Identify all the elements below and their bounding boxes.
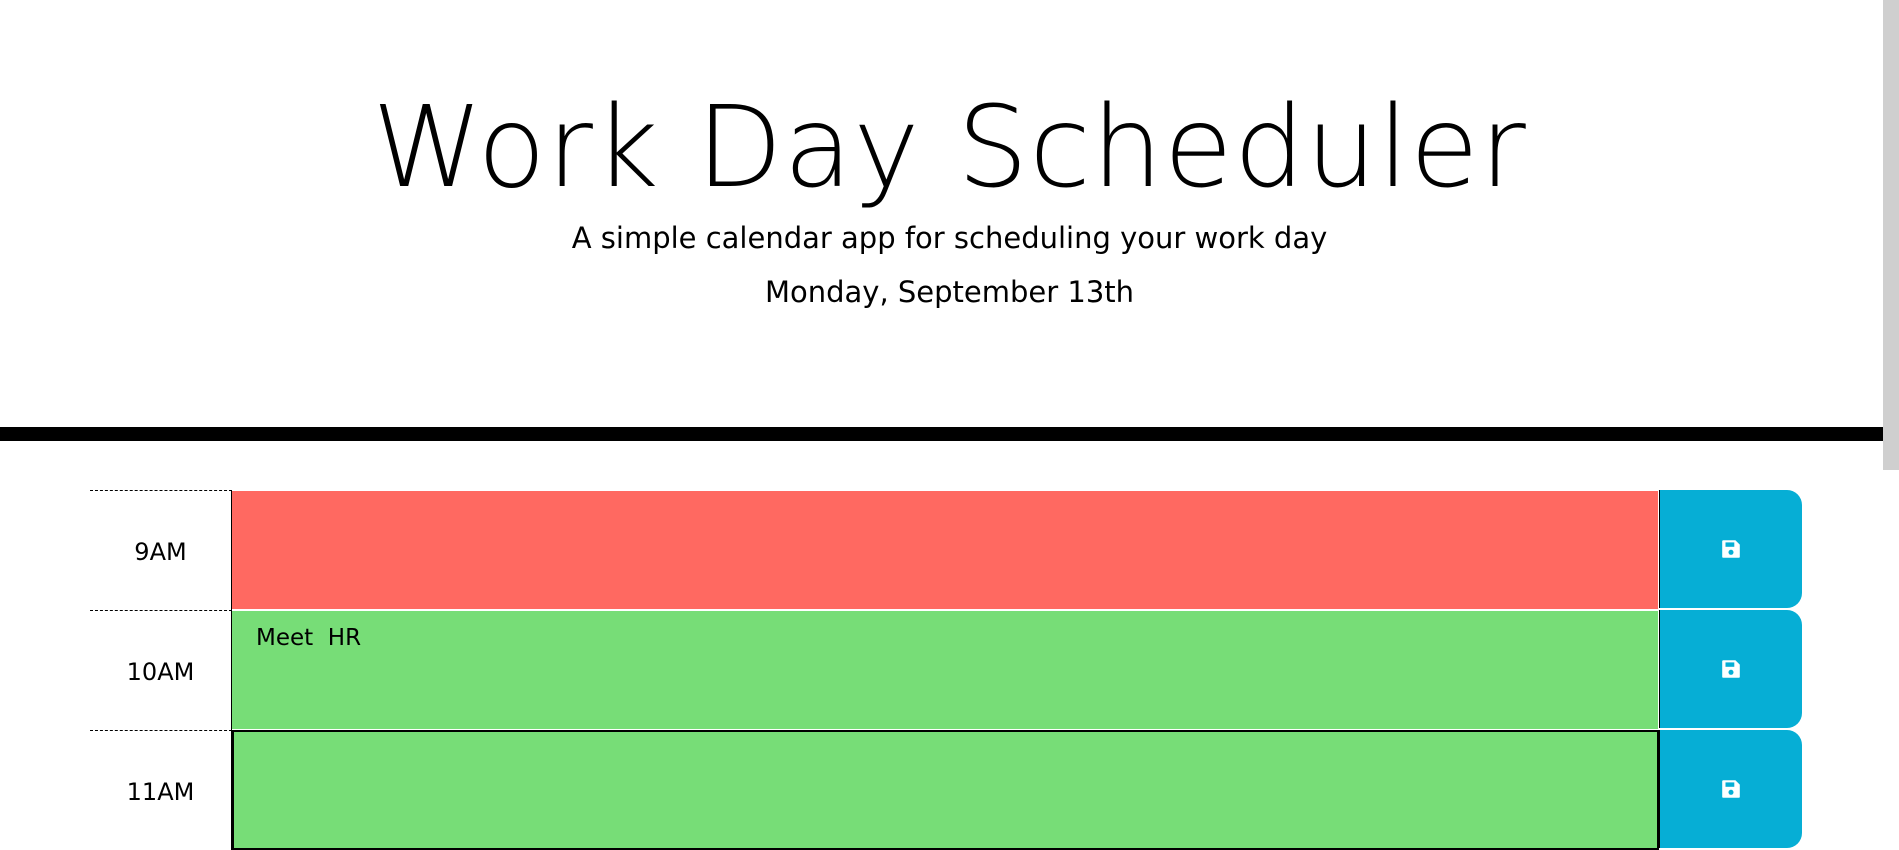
- event-description-input[interactable]: [232, 490, 1659, 610]
- scrollbar[interactable]: [1883, 0, 1899, 470]
- save-icon: [1722, 780, 1740, 798]
- save-button[interactable]: [1659, 730, 1802, 848]
- save-button[interactable]: [1659, 490, 1802, 608]
- save-button[interactable]: [1659, 610, 1802, 728]
- hour-label: 9AM: [90, 490, 232, 610]
- page-subtitle: A simple calendar app for scheduling you…: [571, 221, 1328, 255]
- header: Work Day Scheduler A simple calendar app…: [372, 83, 1527, 309]
- time-block-9am: 9AM: [90, 490, 1802, 610]
- event-description-input[interactable]: [232, 730, 1659, 850]
- event-description-input[interactable]: Meet HR: [232, 610, 1659, 730]
- save-icon: [1722, 660, 1740, 678]
- hour-label: 10AM: [90, 610, 232, 730]
- time-block-11am: 11AM: [90, 730, 1802, 850]
- header-divider: [0, 427, 1899, 441]
- time-block-list: 9AM 10AM Meet HR 11AM: [90, 490, 1802, 850]
- save-icon: [1722, 540, 1740, 558]
- page-title: Work Day Scheduler: [372, 83, 1527, 213]
- current-day: Monday, September 13th: [764, 275, 1135, 309]
- hour-label: 11AM: [90, 730, 232, 850]
- time-block-10am: 10AM Meet HR: [90, 610, 1802, 730]
